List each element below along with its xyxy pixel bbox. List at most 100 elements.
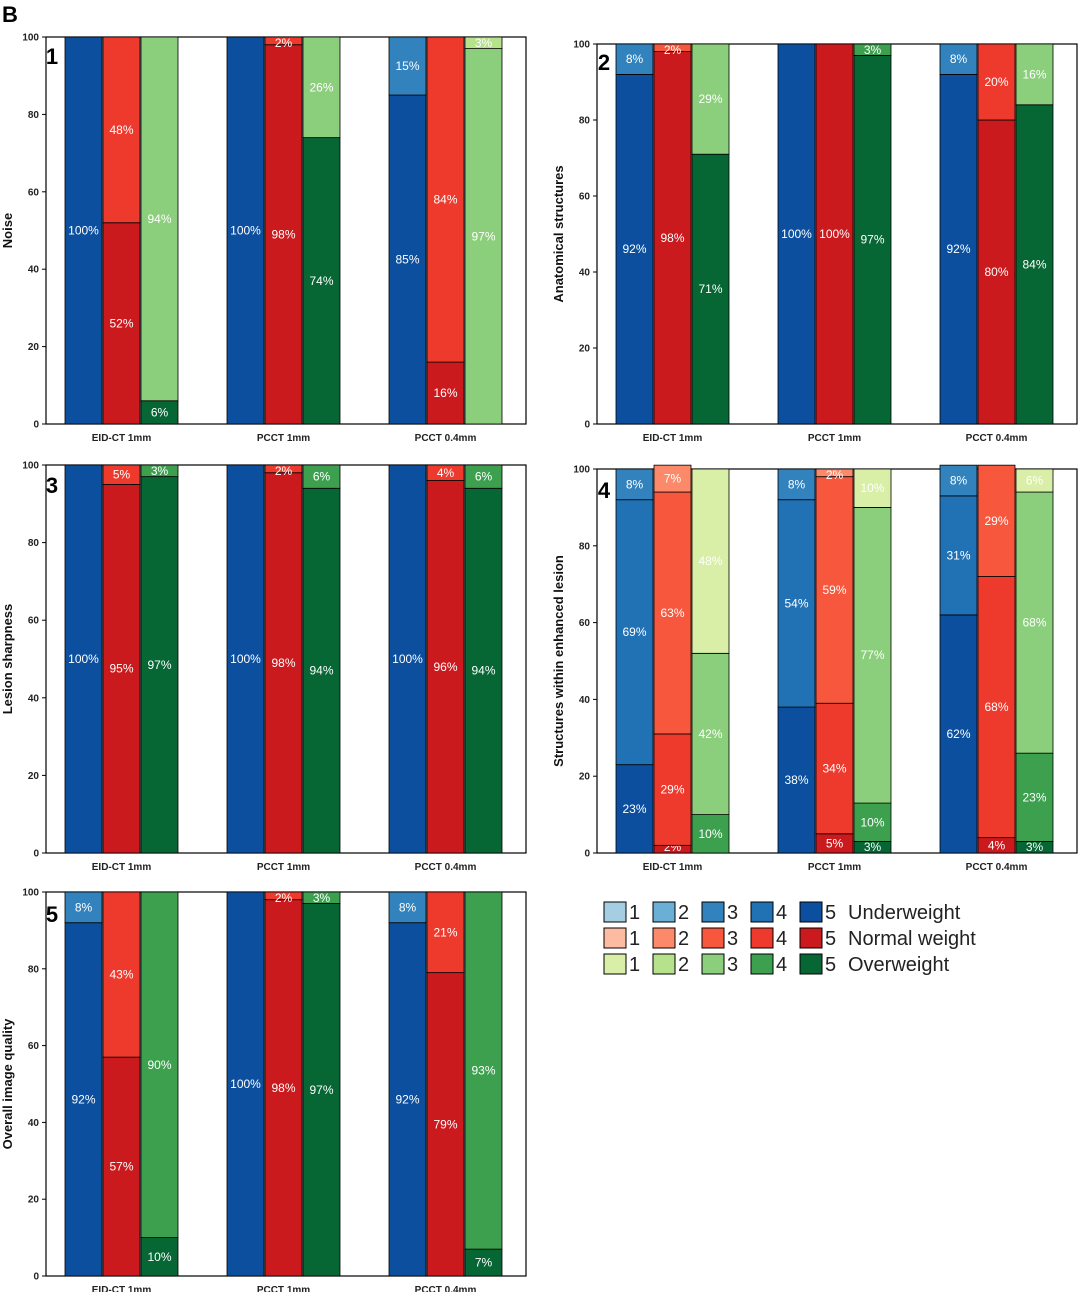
bar-segment [615,43,654,75]
legend-row: 1 2 3 4 5 Normal weight [603,927,976,950]
data-label: 4% [988,838,1006,852]
y-tick-label: 20 [579,772,591,783]
data-label: 5% [113,468,131,482]
bar-segment [615,74,654,425]
data-label: 98% [271,1081,295,1095]
bar-segment [464,1248,503,1277]
y-tick-label: 0 [584,849,590,860]
bar-segment [464,36,503,50]
data-label: 94% [471,664,495,678]
bar-segment [102,1056,141,1277]
data-label: 23% [622,802,646,816]
bar-segment [302,487,341,854]
y-axis-title: Overall image quality [0,1018,15,1150]
bar-segment [977,576,1016,839]
legend-score: 2 [678,902,689,924]
data-label: 92% [622,242,646,256]
bar-segment [388,36,427,96]
data-label: 100% [68,224,99,238]
category-label: PCCT 0.4mm [966,862,1028,873]
data-label: 2% [275,36,293,50]
data-label: 3% [475,36,493,50]
bar-segment [1015,468,1054,493]
data-label: 71% [698,282,722,296]
data-label: 48% [109,123,133,137]
data-label: 2% [826,468,844,482]
legend-swatch [701,953,725,975]
bar-segment [977,119,1016,425]
y-tick-label: 60 [579,192,591,203]
bar-segment [64,891,103,924]
bar-segment [140,476,179,854]
category-label: PCCT 1mm [257,1285,310,1292]
data-label: 8% [950,474,968,488]
data-label: 94% [147,212,171,226]
category-group: 100% 98% 2% 97% 3% [226,891,341,1277]
data-label: 52% [109,316,133,330]
data-label: 2% [664,43,682,57]
bar-segment [653,43,692,52]
data-label: 8% [399,900,417,914]
data-label: 97% [860,233,884,247]
legend-swatch [750,927,774,949]
legend-swatch [603,901,627,923]
data-label: 16% [1022,67,1046,81]
bar-segment [264,899,303,1277]
data-label: 85% [395,253,419,267]
bar-segment [426,361,465,425]
bar-segment [691,814,730,854]
data-label: 29% [698,92,722,106]
bar-segment [388,922,427,1277]
bar-segment [264,472,303,854]
y-tick-label: 100 [22,888,39,899]
data-label: 8% [950,52,968,66]
legend-swatch [750,953,774,975]
y-axis-title: Anatomical structures [551,165,566,302]
data-label: 62% [946,727,970,741]
panel-number: 5 [46,902,58,927]
data-label: 92% [946,242,970,256]
legend-score: 3 [727,954,738,976]
data-label: 100% [819,227,850,241]
bar-segment [853,468,892,508]
legend-swatch [701,927,725,949]
y-tick-label: 20 [28,1195,40,1206]
y-tick-label: 80 [28,538,40,549]
data-label: 97% [309,1083,333,1097]
bar-segment [815,476,854,704]
category-label: PCCT 0.4mm [415,1285,477,1292]
bar-segment [102,222,141,425]
data-label: 3% [313,891,331,905]
data-label: 29% [660,783,684,797]
data-label: 29% [984,514,1008,528]
category-label: PCCT 0.4mm [415,433,477,444]
data-label: 48% [698,554,722,568]
bar-segment [815,468,854,478]
bar-segment [1015,491,1054,754]
y-tick-label: 40 [28,265,40,276]
bar-segment [426,464,465,481]
figure-letter: B [2,2,18,27]
y-tick-label: 40 [28,693,40,704]
data-label: 94% [309,664,333,678]
legend-group-label: Underweight [848,902,961,924]
y-tick-label: 80 [579,116,591,127]
chart-panel-5: 0 20 40 60 80 100 Overall image quality 5 92% 8% 5… [0,888,527,1292]
bar-segment [302,137,341,425]
legend-swatch [603,953,627,975]
data-label: 10% [147,1250,171,1264]
legend-score: 1 [629,954,640,976]
y-tick-label: 100 [573,465,590,476]
category-label: PCCT 0.4mm [966,433,1028,444]
category-label: PCCT 1mm [808,862,861,873]
data-label: 8% [626,52,644,66]
data-label: 92% [71,1092,95,1106]
panel-number: 4 [598,478,611,503]
chart-panels: 020406080100Noise1100%52%48%6%94%EID-CT … [0,33,1078,1292]
category-group: 92% 8% 98% 2% 71% 29% [615,43,730,425]
bar-segment [464,48,503,425]
legend-score: 2 [678,954,689,976]
bar-segment [777,468,816,501]
data-label: 42% [698,727,722,741]
bar-segment [977,43,1016,121]
